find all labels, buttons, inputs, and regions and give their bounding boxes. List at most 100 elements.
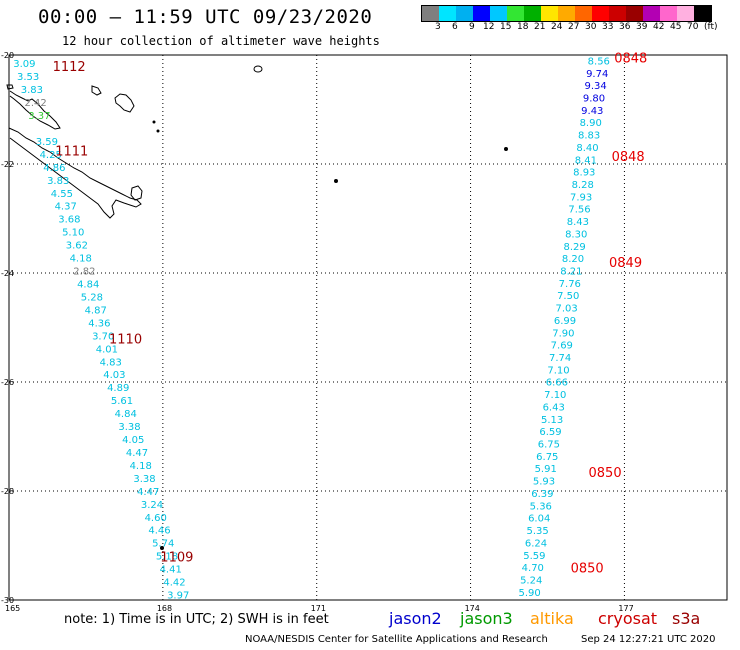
- colorbar-label: 70: [687, 22, 699, 32]
- colorbar-swatch-14: [660, 6, 677, 21]
- wave-height-value: 7.74: [549, 353, 571, 364]
- new-caledonia-coast-main: [8, 127, 142, 219]
- wave-height-value: 6.59: [539, 427, 561, 438]
- wave-height-value: 4.83: [100, 357, 122, 368]
- wave-height-value: 4.18: [130, 461, 152, 472]
- wave-height-value: 7.93: [570, 192, 592, 203]
- wave-height-value: 4.55: [51, 189, 73, 200]
- footer-credit: NOAA/NESDIS Center for Satellite Applica…: [245, 634, 548, 645]
- wave-height-value: 5.24: [520, 576, 542, 587]
- colorbar-swatch-10: [592, 6, 609, 21]
- colorbar-label: 12: [483, 22, 495, 32]
- wave-height-value: 3.97: [167, 591, 189, 602]
- pass-time-label: 1111: [55, 144, 88, 159]
- wave-height-value: 5.13: [541, 415, 563, 426]
- wave-height-value: 4.03: [103, 370, 125, 381]
- new-caledonia-coast-upper: [9, 90, 61, 130]
- wave-height-value: 9.80: [583, 94, 605, 105]
- wave-height-value: 4.86: [43, 163, 65, 174]
- page-title: 00:00 – 11:59 UTC 09/23/2020: [38, 6, 373, 28]
- longitude-label: 174: [465, 604, 480, 613]
- longitude-label: 177: [618, 604, 633, 613]
- colorbar-label: 9: [469, 22, 475, 32]
- colorbar-label: 3: [435, 22, 441, 32]
- pass-time-label: 0848: [612, 150, 645, 165]
- wave-height-value: 5.59: [523, 551, 545, 562]
- island-hunter: [504, 147, 508, 151]
- colorbar-swatch-6: [524, 6, 541, 21]
- latitude-label: -30: [1, 596, 14, 605]
- colorbar-swatch-8: [558, 6, 575, 21]
- colorbar-swatch-11: [609, 6, 626, 21]
- colorbar-label: 21: [534, 22, 546, 32]
- satellite-tracks: 3.09 3.53 3.83 2.42 3.37 3.59 4.25 4.86 3.83 4.55…: [13, 52, 647, 602]
- wave-height-value: 2.42: [24, 98, 46, 109]
- colorbar-label: 36: [619, 22, 631, 32]
- wave-height-value: 6.39: [531, 489, 553, 500]
- wave-height-value: 8.40: [576, 143, 598, 154]
- wave-height-value: 4.46: [148, 526, 170, 537]
- colorbar-label: 6: [452, 22, 458, 32]
- wave-height-value: 4.36: [88, 318, 110, 329]
- graticule: [9, 55, 727, 600]
- wave-height-value: 7.76: [559, 279, 581, 290]
- wave-height-value: 8.93: [573, 168, 595, 179]
- wave-height-value: 4.41: [160, 565, 182, 576]
- wave-height-value: 3.83: [47, 176, 69, 187]
- colorbar-swatch-9: [575, 6, 592, 21]
- pass-time-label: 0849: [609, 256, 642, 271]
- pass-time-label: 1109: [160, 550, 193, 565]
- colorbar-label: 18: [517, 22, 529, 32]
- wave-height-value: 9.34: [584, 81, 606, 92]
- colorbar-swatch-12: [626, 6, 643, 21]
- colorbar-label: 24: [551, 22, 563, 32]
- colorbar-swatch-3: [473, 6, 490, 21]
- colorbar-swatch-4: [490, 6, 507, 21]
- footer-timestamp: Sep 24 12:27:21 UTC 2020: [581, 634, 716, 645]
- colorbar-swatch-0: [422, 6, 439, 21]
- wave-height-value: 4.37: [55, 202, 77, 213]
- colorbar-label: 33: [602, 22, 614, 32]
- loyalty-island-ouvea: [91, 85, 102, 96]
- wave-height-value: 5.90: [518, 588, 540, 599]
- wave-height-value: 3.38: [118, 422, 140, 433]
- colorbar-swatch-16: [694, 6, 711, 21]
- coastline: [6, 65, 508, 550]
- latitude-label: -26: [1, 378, 14, 387]
- wave-height-value: 6.99: [554, 316, 576, 327]
- wave-height-value: 5.28: [81, 293, 103, 304]
- wave-height-value: 6.66: [546, 378, 568, 389]
- wave-height-value: 4.25: [40, 150, 62, 161]
- wave-height-value: 8.20: [562, 254, 584, 265]
- wave-height-value: 4.18: [70, 254, 92, 265]
- satellite-legend-s3a: s3a: [672, 609, 701, 628]
- colorbar-swatch-2: [456, 6, 473, 21]
- wave-height-value: 5.93: [533, 477, 555, 488]
- latitude-label: -28: [1, 487, 14, 496]
- wave-height-value: 3.62: [66, 241, 88, 252]
- wave-height-value: 7.69: [551, 341, 573, 352]
- pass-time-label: 1112: [53, 60, 86, 75]
- wave-height-value: 8.30: [565, 230, 587, 241]
- wave-height-value: 3.38: [133, 474, 155, 485]
- wave-height-value: 4.42: [163, 578, 185, 589]
- wave-height-value: 5.18: [156, 552, 178, 563]
- latitude-label: -22: [1, 160, 14, 169]
- wave-height-value: 9.74: [586, 69, 608, 80]
- wave-height-value: 8.21: [560, 267, 582, 278]
- wave-height-value: 7.90: [552, 328, 574, 339]
- island-walpole: [253, 65, 263, 73]
- wave-height-value: 4.05: [122, 435, 144, 446]
- loyalty-island-mare: [130, 185, 143, 201]
- wave-height-value: 8.28: [572, 180, 594, 191]
- colorbar-swatch-15: [677, 6, 694, 21]
- page-subtitle: 12 hour collection of altimeter wave hei…: [62, 34, 380, 48]
- latitude-label: -24: [1, 269, 14, 278]
- wave-height-value: 4.89: [107, 383, 129, 394]
- satellite-legend-cryosat: cryosat: [598, 609, 658, 628]
- wave-height-value: 4.01: [96, 344, 118, 355]
- pass-time-label: 0848: [614, 52, 647, 67]
- colorbar-label: 15: [500, 22, 512, 32]
